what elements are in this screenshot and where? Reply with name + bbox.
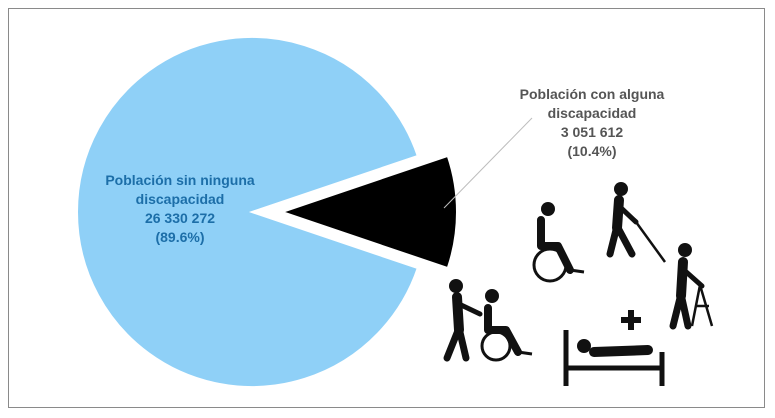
slice-label-line: discapacidad (548, 105, 637, 121)
slice-label-line: Población con alguna (520, 86, 665, 102)
person-pushing-wheelchair-icon (443, 279, 533, 362)
slice-percent-label: (10.4%) (567, 143, 616, 159)
slice-value-label: 3 051 612 (561, 124, 623, 140)
pie-slice (76, 36, 420, 388)
leader-line (443, 117, 533, 209)
wheelchair-user-icon (532, 202, 585, 283)
slice-percent-label: (89.6%) (155, 229, 204, 245)
slice-label-line: Población sin ninguna (105, 172, 255, 188)
blind-person-with-cane-icon (606, 182, 667, 263)
pie-slice (278, 154, 458, 270)
elderly-person-with-walker-icon (669, 243, 714, 330)
slice-value-label: 26 330 272 (145, 210, 215, 226)
medical-cross-icon (621, 310, 641, 330)
slice-label-line: discapacidad (136, 191, 225, 207)
person-in-bed-icon (563, 330, 665, 386)
